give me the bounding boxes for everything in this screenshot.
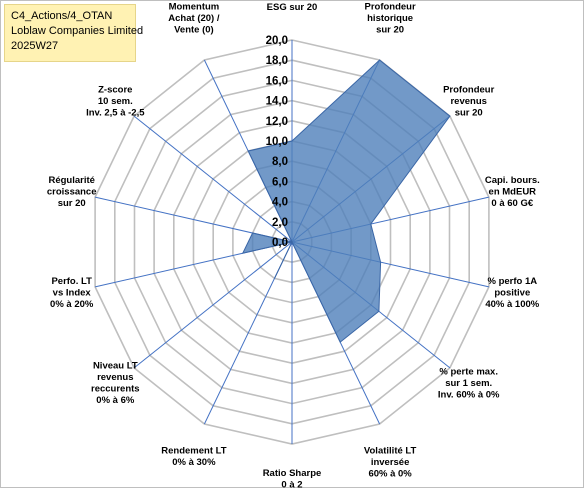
title-line-week: 2025W27 <box>11 40 59 52</box>
category-label: Ratio Sharpe 0 à 2 <box>263 468 322 488</box>
category-label: Rendement LT 0% à 30% <box>161 446 226 469</box>
category-label: Capi. bours. en MdEUR 0 à 60 G€ <box>485 175 540 209</box>
radial-tick-labels: 0,0 2,0 4,0 6,0 8,0 10,0 12,0 14,0 16,0 18,0 20,0 <box>266 35 288 249</box>
category-label: Profondeur revenus sur 20 <box>443 85 494 119</box>
category-label: Niveau LT revenus reccurents 0% à 6% <box>91 361 140 407</box>
category-label: Momentum Achat (20) / Vente (0) <box>168 1 220 35</box>
title-line-portfolio: C4_Actions/4_OTAN <box>11 10 113 22</box>
category-label: % perfo 1A positive 40% à 100% <box>485 276 539 310</box>
category-label: Profondeur historique sur 20 <box>364 1 415 35</box>
spoke-line <box>133 115 293 243</box>
tick-label: 18,0 <box>266 55 288 67</box>
tick-label: 2,0 <box>272 217 288 229</box>
category-label: Volatilité LT inversée 60% à 0% <box>364 446 417 480</box>
category-label: Régularité croissance sur 20 <box>47 175 97 209</box>
chart-title-box: C4_Actions/4_OTAN Loblaw Companies Limit… <box>4 4 144 62</box>
tick-label: 4,0 <box>272 197 288 209</box>
category-label: Z-score 10 sem. Inv. 2,5 à -2,5 <box>86 85 145 119</box>
tick-label: 0,0 <box>272 237 288 249</box>
series-area <box>241 59 451 343</box>
tick-label: 16,0 <box>266 75 288 87</box>
category-label: % perte max. sur 1 sem. Inv. 60% à 0% <box>438 366 500 400</box>
tick-label: 20,0 <box>266 35 288 47</box>
category-label: NoteESG sur 20 <box>267 0 318 13</box>
tick-label: 12,0 <box>266 116 288 128</box>
spoke-line <box>133 241 293 369</box>
category-label: Perfo. LT vs Index 0% à 20% <box>50 276 94 310</box>
tick-label: 10,0 <box>266 136 288 148</box>
tick-label: 6,0 <box>272 176 288 188</box>
tick-label: 8,0 <box>272 156 288 168</box>
tick-label: 14,0 <box>266 96 288 108</box>
title-line-company: Loblaw Companies Limited <box>11 25 144 37</box>
